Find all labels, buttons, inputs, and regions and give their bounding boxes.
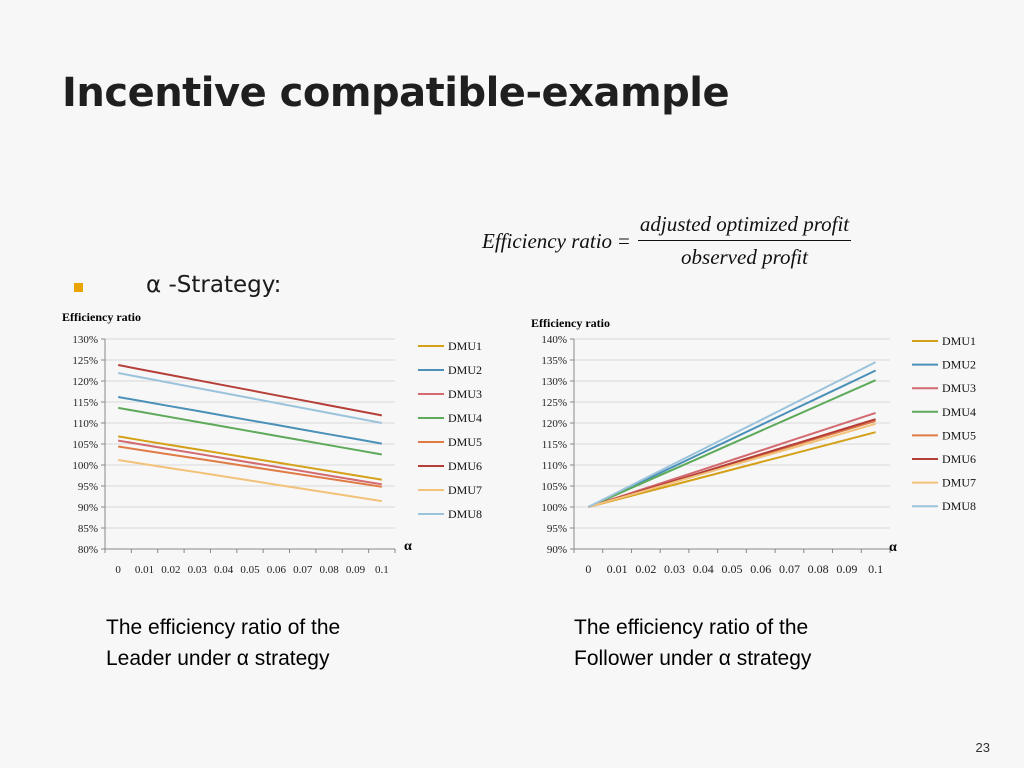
leader-efficiency-chart: Efficiency ratio 80% 85% 90% 95% 100% 105% 110%… — [62, 310, 482, 576]
bullet-alpha-strategy: α -Strategy: — [146, 272, 282, 298]
leader-x-tick-label: 0.04 — [214, 564, 234, 576]
follower-y-tick-label: 110% — [542, 460, 567, 472]
follower-x-tick-label: 0.01 — [607, 562, 628, 576]
follower-x-tick-label: 0.09 — [836, 562, 857, 576]
leader-x-tick-label: 0.1 — [375, 564, 389, 576]
follower-y-axis-title: Efficiency ratio — [531, 316, 610, 330]
leader-x-tick-label: 0.01 — [135, 564, 154, 576]
formula-denominator: observed profit — [681, 245, 808, 269]
formula-numerator: adjusted optimized profit — [637, 212, 852, 241]
follower-x-tick-label: 0.04 — [693, 562, 714, 576]
leader-caption-line-2: Leader under α strategy — [106, 647, 330, 670]
follower-x-tick-label: 0.08 — [808, 562, 829, 576]
leader-series-line-dmu1 — [118, 435, 382, 481]
efficiency-ratio-formula: Efficiency ratio = adjusted optimized pr… — [482, 212, 852, 270]
leader-y-tick-label: 85% — [78, 523, 98, 535]
leader-series-line-dmu4 — [118, 406, 382, 456]
leader-series-line-dmu5 — [118, 445, 382, 488]
follower-caption: The efficiency ratio of the Follower und… — [574, 612, 894, 674]
formula-lhs: Efficiency ratio — [482, 228, 613, 253]
follower-x-tick-label: 0.02 — [635, 562, 656, 576]
formula-equals: = — [618, 228, 630, 253]
leader-x-tick-label: 0.09 — [346, 564, 366, 576]
follower-y-tick-label: 105% — [541, 481, 567, 493]
leader-x-tick-label: 0.05 — [240, 564, 260, 576]
follower-caption-line-2: Follower under α strategy — [574, 647, 812, 670]
follower-x-axis-title: α — [889, 540, 897, 555]
leader-y-tick-label: 115% — [73, 397, 98, 409]
leader-y-tick-label: 125% — [72, 355, 98, 367]
follower-legend-label: DMU6 — [942, 452, 976, 466]
formula-fraction: adjusted optimized profit observed profi… — [637, 212, 852, 270]
follower-y-tick-label: 120% — [541, 418, 567, 430]
leader-y-tick-label: 90% — [78, 502, 98, 514]
leader-y-tick-label: 80% — [78, 544, 98, 556]
leader-series-line-dmu3 — [118, 439, 382, 486]
leader-y-tick-label: 110% — [73, 418, 98, 430]
leader-y-tick-label: 105% — [72, 439, 98, 451]
follower-series-line-dmu8 — [587, 361, 877, 508]
leader-series-line-dmu8 — [118, 372, 382, 424]
follower-y-tick-label: 100% — [541, 502, 567, 514]
follower-legend-label: DMU3 — [942, 381, 976, 395]
follower-y-tick-label: 130% — [541, 376, 567, 388]
follower-legend-label: DMU8 — [942, 499, 976, 513]
follower-y-tick-label: 135% — [541, 355, 567, 367]
leader-legend-label: DMU2 — [448, 363, 482, 377]
leader-series-line-dmu7 — [118, 459, 382, 503]
follower-x-tick-label: 0.07 — [779, 562, 800, 576]
leader-legend-label: DMU3 — [448, 387, 482, 401]
follower-legend-label: DMU1 — [942, 334, 976, 348]
follower-x-tick-label: 0.1 — [868, 562, 883, 576]
leader-x-tick-label: 0 — [115, 564, 121, 576]
follower-legend-label: DMU5 — [942, 428, 976, 442]
slide-title: Incentive compatible-example — [62, 70, 730, 116]
leader-y-tick-label: 100% — [72, 460, 98, 472]
leader-legend-label: DMU8 — [448, 507, 482, 521]
follower-y-tick-label: 140% — [541, 334, 567, 346]
follower-y-tick-label: 125% — [541, 397, 567, 409]
follower-efficiency-chart: Efficiency ratio 90% 95% 100% 105% 110% 115% 12… — [531, 316, 976, 576]
leader-x-tick-label: 0.07 — [293, 564, 313, 576]
follower-caption-line-1: The efficiency ratio of the — [574, 616, 809, 639]
leader-caption-line-1: The efficiency ratio of the — [106, 616, 341, 639]
follower-x-tick-label: 0 — [585, 562, 591, 576]
leader-legend-label: DMU6 — [448, 459, 482, 473]
leader-x-tick-label: 0.06 — [267, 564, 287, 576]
leader-legend-label: DMU5 — [448, 435, 482, 449]
leader-legend-label: DMU4 — [448, 411, 482, 425]
follower-series-line-dmu2 — [587, 369, 877, 508]
leader-x-tick-label: 0.03 — [188, 564, 208, 576]
follower-x-tick-label: 0.05 — [722, 562, 743, 576]
follower-y-tick-label: 115% — [542, 439, 567, 451]
leader-x-tick-label: 0.02 — [161, 564, 180, 576]
leader-y-tick-label: 95% — [78, 481, 98, 493]
leader-series-line-dmu2 — [118, 396, 382, 445]
follower-series-line-dmu7 — [588, 422, 876, 508]
leader-y-axis-title: Efficiency ratio — [62, 310, 141, 324]
leader-legend-label: DMU1 — [448, 339, 482, 353]
leader-y-tick-label: 130% — [72, 334, 98, 346]
follower-legend-label: DMU4 — [942, 405, 976, 419]
follower-series-line-dmu1 — [588, 431, 876, 508]
follower-y-tick-label: 95% — [547, 523, 567, 535]
page-number: 23 — [975, 740, 990, 755]
leader-legend-label: DMU7 — [448, 483, 482, 497]
follower-x-tick-label: 0.06 — [750, 562, 771, 576]
leader-x-tick-label: 0.08 — [319, 564, 339, 576]
leader-caption: The efficiency ratio of the Leader under… — [106, 612, 426, 674]
bullet-square-icon — [74, 283, 83, 292]
leader-x-axis-title: α — [404, 539, 412, 554]
follower-y-tick-label: 90% — [547, 544, 567, 556]
follower-series-line-dmu4 — [587, 379, 877, 508]
follower-legend-label: DMU2 — [942, 358, 976, 372]
leader-series-line-dmu6 — [118, 364, 382, 417]
leader-y-tick-label: 120% — [72, 376, 98, 388]
follower-x-tick-label: 0.03 — [664, 562, 685, 576]
follower-legend-label: DMU7 — [942, 476, 976, 490]
